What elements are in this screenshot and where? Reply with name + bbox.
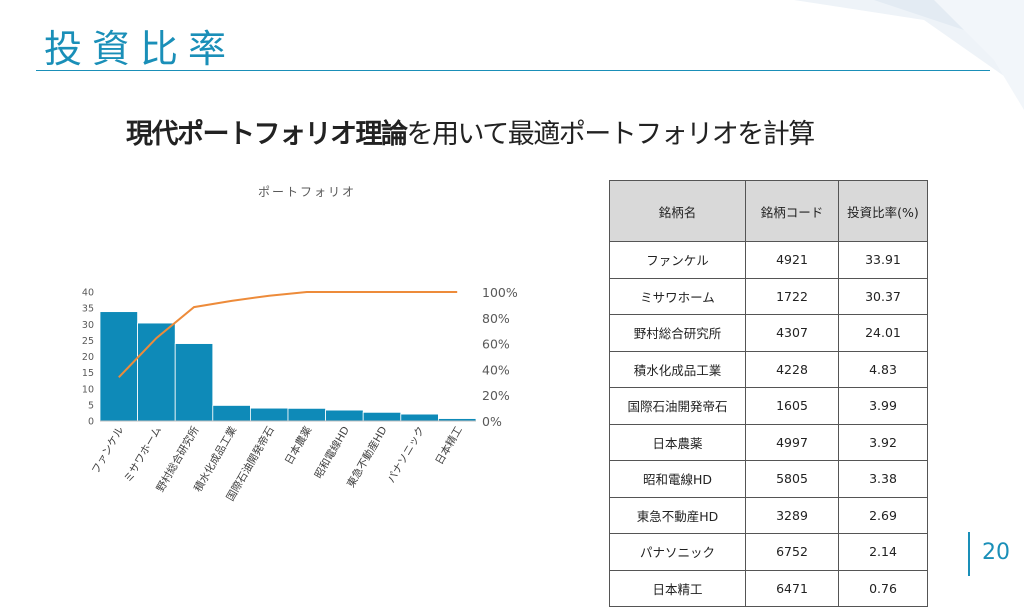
table-row: 日本精工 6471 0.76 (609, 569, 928, 607)
cell-code: 1722 (745, 277, 839, 315)
cell-code: 4307 (745, 314, 839, 352)
portfolio-table: 銘柄名 銘柄コード 投資比率(%) ファンケル 4921 33.91 ミサワホーム 1… (609, 180, 928, 607)
bar-1 (99, 311, 138, 422)
y-axis-tick-label: 5 (88, 400, 94, 411)
bar-4 (212, 405, 251, 422)
cell-name: 東急不動産HD (609, 496, 746, 534)
cell-ratio: 24.01 (838, 314, 928, 352)
cell-ratio: 2.69 (838, 496, 928, 534)
y2-axis-tick-label: 40% (482, 362, 510, 377)
cell-name: 日本精工 (609, 569, 746, 607)
cell-name: パナソニック (609, 533, 746, 571)
x-axis-category-label: ミサワホーム (122, 425, 164, 485)
portfolio-pareto-chart: 0 5 10 15 20 25 30 35 40 0% 20% 40% 60% 80% 100% ファンケルミ… (82, 285, 518, 503)
y-axis-tick-label: 30 (82, 320, 94, 331)
cell-code: 4997 (745, 423, 839, 461)
cell-code: 1605 (745, 387, 839, 425)
cell-ratio: 3.99 (838, 387, 928, 425)
y2-axis-tick-label: 0% (482, 414, 502, 429)
cell-ratio: 3.38 (838, 460, 928, 498)
cell-name: 昭和電線HD (609, 460, 746, 498)
bar-7 (325, 409, 364, 422)
bar-9 (400, 413, 439, 422)
y-axis-tick-label: 40 (82, 288, 94, 299)
cell-code: 6471 (745, 569, 839, 607)
bar-5 (249, 407, 289, 422)
y-axis-tick-label: 20 (82, 352, 94, 363)
cell-name: ファンケル (609, 241, 746, 279)
table-row: パナソニック 6752 2.14 (609, 533, 928, 571)
table-row: 東急不動産HD 3289 2.69 (609, 496, 928, 534)
cell-code: 6752 (745, 533, 839, 571)
cell-name: 国際石油開発帝石 (609, 387, 746, 425)
cell-name: 日本農薬 (609, 423, 746, 461)
y2-axis-tick-label: 60% (482, 337, 510, 352)
table-row: 日本農薬 4997 3.92 (609, 423, 928, 461)
header-stock-name: 銘柄名 (609, 180, 746, 242)
cumulative-line (118, 291, 458, 378)
y-axis-tick-label: 0 (88, 417, 94, 428)
title-divider (36, 70, 990, 71)
y-axis-tick-label: 15 (82, 368, 94, 379)
y2-axis-tick-label: 80% (482, 311, 510, 326)
bar-6 (287, 407, 326, 422)
cell-name: 積水化成品工業 (609, 350, 746, 388)
cell-code: 4921 (745, 241, 839, 279)
y2-axis-tick-label: 20% (482, 388, 510, 403)
y2-axis-tick-label: 100% (482, 285, 518, 300)
subtitle-emphasis: 現代ポートフォリオ理論 (126, 119, 408, 150)
slide-subtitle: 現代ポートフォリオ理論を用いて最適ポートフォリオを計算 (126, 112, 816, 151)
page-number: 20 (982, 540, 1010, 565)
table-row: 野村総合研究所 4307 24.01 (609, 314, 928, 352)
y-axis-tick-label: 25 (82, 336, 94, 347)
header-ratio: 投資比率(%) (838, 180, 928, 242)
x-axis-category-label: 東急不動産HD (344, 424, 390, 490)
corner-decoration (794, 0, 1024, 110)
x-axis-category-label: パナソニック (385, 425, 427, 486)
cell-code: 3289 (745, 496, 839, 534)
table-row: 国際石油開発帝石 1605 3.99 (609, 387, 928, 425)
cell-ratio: 33.91 (838, 241, 928, 279)
x-axis-category-label: 日本農薬 (282, 424, 315, 467)
chart-title: ポートフォリオ (258, 185, 357, 199)
table-header-row: 銘柄名 銘柄コード 投資比率(%) (609, 180, 928, 242)
bar-3 (174, 343, 214, 422)
table-row: 昭和電線HD 5805 3.38 (609, 460, 928, 498)
cell-code: 5805 (745, 460, 839, 498)
y-axis-tick-label: 10 (82, 384, 94, 395)
cell-code: 4228 (745, 350, 839, 388)
x-axis-category-label: ファンケル (90, 425, 127, 476)
cell-ratio: 30.37 (838, 277, 928, 315)
cell-name: 野村総合研究所 (609, 314, 746, 352)
cell-ratio: 4.83 (838, 350, 928, 388)
page-number-divider (968, 532, 970, 576)
subtitle-rest: を用いて最適ポートフォリオを計算 (406, 119, 816, 150)
table-row: ミサワホーム 1722 30.37 (609, 277, 928, 315)
x-axis-category-label: 日本精工 (433, 424, 465, 467)
cell-ratio: 0.76 (838, 569, 928, 607)
header-stock-code: 銘柄コード (745, 180, 839, 242)
cell-name: ミサワホーム (609, 277, 746, 315)
table-row: ファンケル 4921 33.91 (609, 241, 928, 279)
cell-ratio: 3.92 (838, 423, 928, 461)
cell-ratio: 2.14 (838, 533, 928, 571)
bar-8 (362, 411, 402, 422)
y-axis-tick-label: 35 (82, 304, 94, 315)
table-row: 積水化成品工業 4228 4.83 (609, 350, 928, 388)
x-axis-category-label: 昭和電線HD (312, 424, 352, 481)
slide-title: 投資比率 (44, 27, 237, 71)
